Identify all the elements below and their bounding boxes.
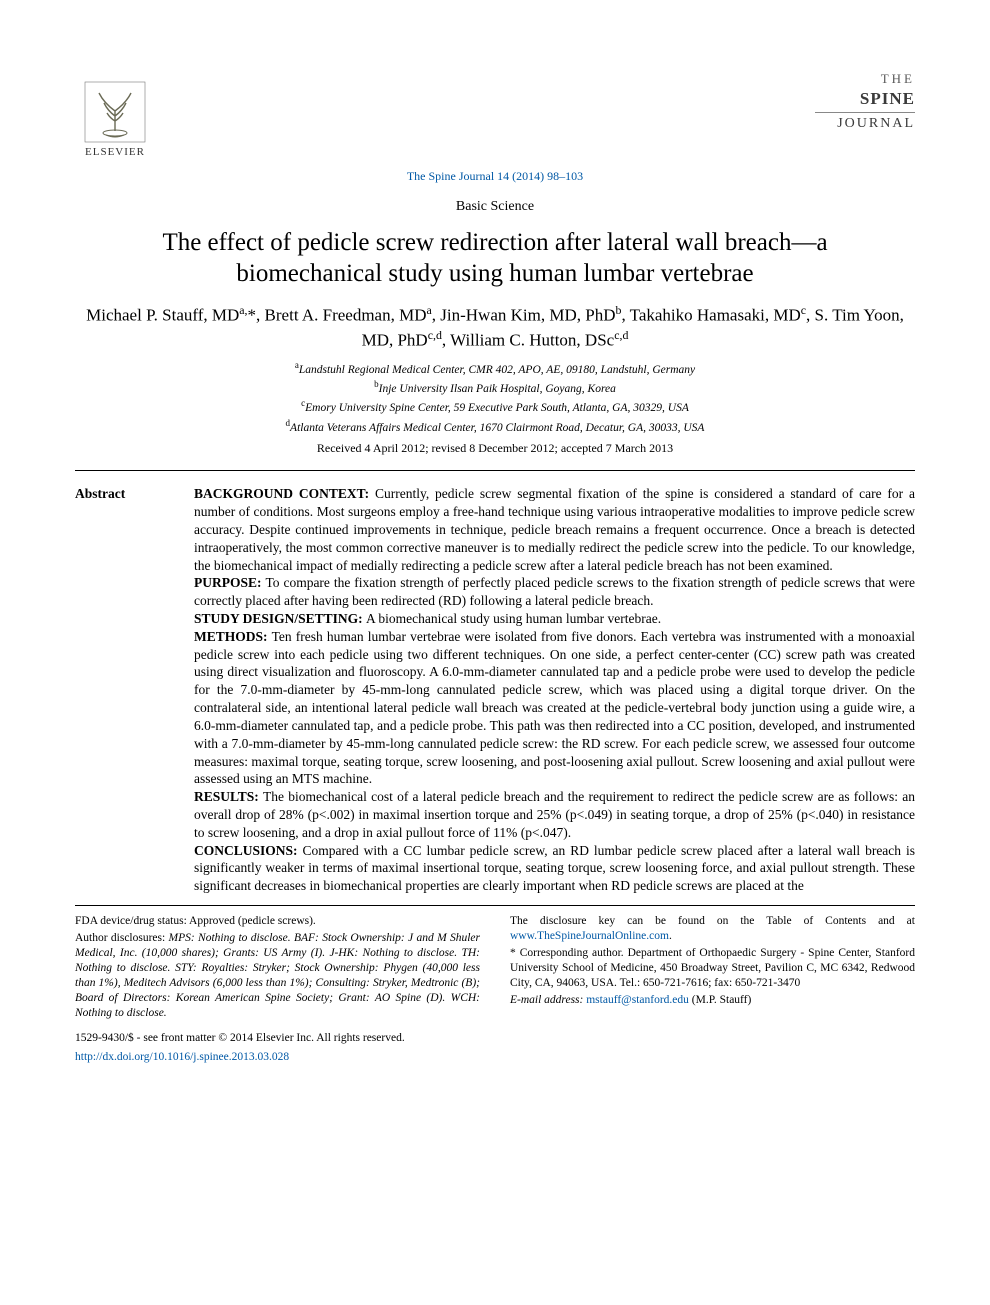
publisher-name: ELSEVIER [85,145,145,160]
abstract-section: RESULTS: The biomechanical cost of a lat… [194,788,915,841]
affiliation-line: bInje University Ilsan Paik Hospital, Go… [75,378,915,397]
affiliation-line: dAtlanta Veterans Affairs Medical Center… [75,417,915,436]
disclosure-key: The disclosure key can be found on the T… [510,914,915,944]
abstract-section: CONCLUSIONS: Compared with a CC lumbar p… [194,842,915,895]
email-label: E-mail address: [510,994,583,1006]
abstract-text: The biomechanical cost of a lateral pedi… [194,789,915,840]
abstract-section: BACKGROUND CONTEXT: Currently, pedicle s… [194,485,915,574]
elsevier-tree-icon [84,81,146,143]
journal-logo-line1: THE [815,70,915,88]
elsevier-logo: ELSEVIER [75,70,155,160]
abstract-text: To compare the fixation strength of perf… [194,575,915,608]
abstract-heading: STUDY DESIGN/SETTING: [194,611,366,626]
affiliation-line: aLandstuhl Regional Medical Center, CMR … [75,359,915,378]
abstract-section: STUDY DESIGN/SETTING: A biomechanical st… [194,610,915,628]
author-list: Michael P. Stauff, MDa,*, Brett A. Freed… [85,302,905,353]
footer-left: FDA device/drug status: Approved (pedicl… [75,914,480,1023]
email-link[interactable]: mstauff@stanford.edu [586,994,689,1006]
header-row: ELSEVIER THE SPINE JOURNAL [75,70,915,160]
email-line: E-mail address: mstauff@stanford.edu (M.… [510,993,915,1008]
citation-line: The Spine Journal 14 (2014) 98–103 [75,168,915,184]
corresponding-author: * Corresponding author. Department of Or… [510,946,915,991]
article-dates: Received 4 April 2012; revised 8 Decembe… [75,440,915,456]
abstract-text: Ten fresh human lumbar vertebrae were is… [194,629,915,787]
corr-label: * Corresponding author. [510,947,624,959]
abstract-block: Abstract BACKGROUND CONTEXT: Currently, … [75,471,915,905]
copyright-line: 1529-9430/$ - see front matter © 2014 El… [75,1031,915,1047]
doi-link[interactable]: http://dx.doi.org/10.1016/j.spinee.2013.… [75,1050,915,1066]
article-title: The effect of pedicle screw redirection … [95,227,895,290]
disclosure-link[interactable]: www.TheSpineJournalOnline.com [510,930,669,942]
disclosures-label: Author disclosures: [75,932,165,944]
abstract-section: PURPOSE: To compare the fixation strengt… [194,574,915,610]
affiliations: aLandstuhl Regional Medical Center, CMR … [75,359,915,436]
affiliation-line: cEmory University Spine Center, 59 Execu… [75,397,915,416]
abstract-label: Abstract [75,485,170,895]
footer-right: The disclosure key can be found on the T… [510,914,915,1023]
abstract-section: METHODS: Ten fresh human lumbar vertebra… [194,628,915,788]
section-label: Basic Science [75,198,915,217]
abstract-heading: PURPOSE: [194,575,265,590]
journal-logo-line2: SPINE [815,88,915,111]
disclosures-text: MPS: Nothing to disclose. BAF: Stock Own… [75,932,480,1019]
abstract-heading: BACKGROUND CONTEXT: [194,486,375,501]
journal-logo-line3: JOURNAL [815,115,915,134]
journal-logo: THE SPINE JOURNAL [815,70,915,134]
footer-block: FDA device/drug status: Approved (pedicl… [75,906,915,1023]
abstract-heading: CONCLUSIONS: [194,843,302,858]
abstract-heading: RESULTS: [194,789,263,804]
abstract-heading: METHODS: [194,629,272,644]
abstract-body: BACKGROUND CONTEXT: Currently, pedicle s… [194,485,915,895]
author-disclosures: Author disclosures: MPS: Nothing to disc… [75,931,480,1021]
email-paren: (M.P. Stauff) [689,994,751,1006]
abstract-text: Compared with a CC lumbar pedicle screw,… [194,843,915,894]
abstract-text: A biomechanical study using human lumbar… [366,611,661,626]
fda-status: FDA device/drug status: Approved (pedicl… [75,914,480,929]
